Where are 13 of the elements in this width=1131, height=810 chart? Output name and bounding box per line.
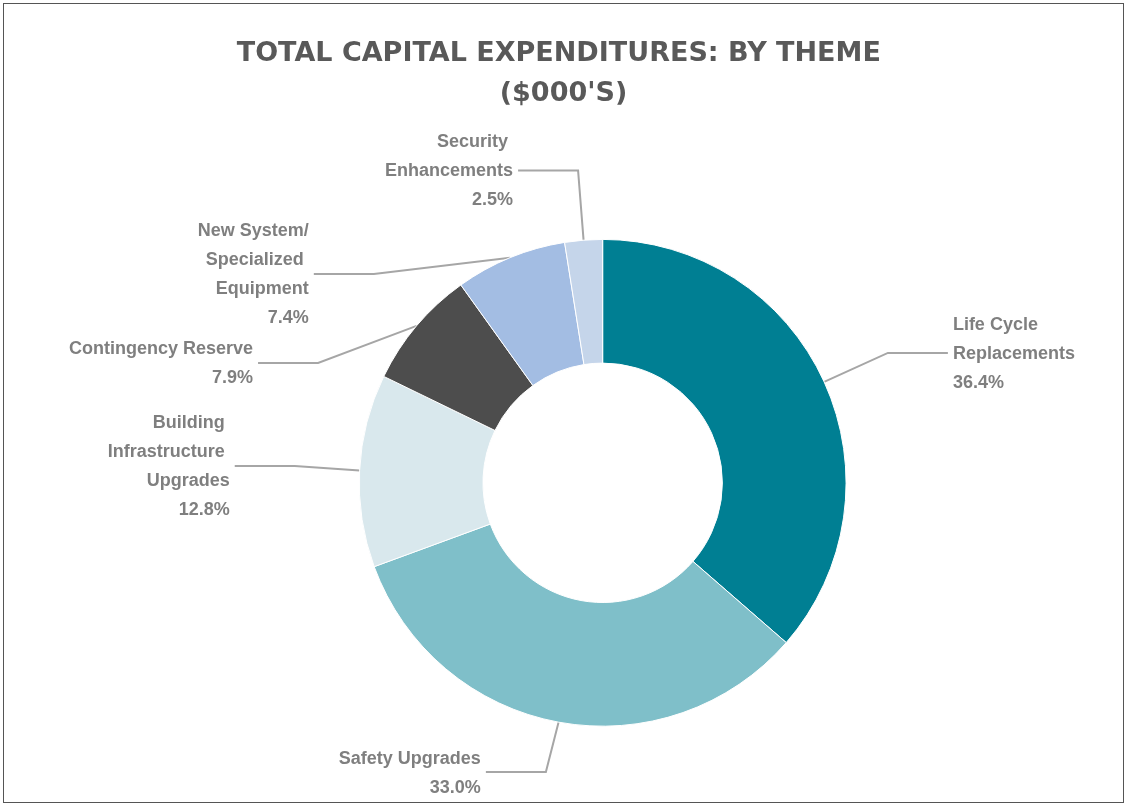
slice-label: Safety Upgrades <box>338 747 481 768</box>
data-label: 7.4% <box>267 307 309 328</box>
slice-label: New System/Specialized Equipment <box>197 220 309 299</box>
slice-label: Contingency Reserve <box>69 338 254 359</box>
chart-title: TOTAL CAPITAL EXPENDITURES: BY THEME ($000'S) <box>236 35 891 107</box>
data-label: 12.8% <box>178 499 230 520</box>
slice-label: Life Cycle Replacements <box>952 313 1075 363</box>
data-label: 33.0% <box>429 776 481 797</box>
slice-label: Security Enhancements <box>385 131 514 181</box>
data-label: 36.4% <box>952 371 1004 392</box>
slice-label: Building Infrastructure Upgrades <box>107 412 230 491</box>
data-label: 7.9% <box>212 367 254 388</box>
data-label: 2.5% <box>472 189 514 210</box>
